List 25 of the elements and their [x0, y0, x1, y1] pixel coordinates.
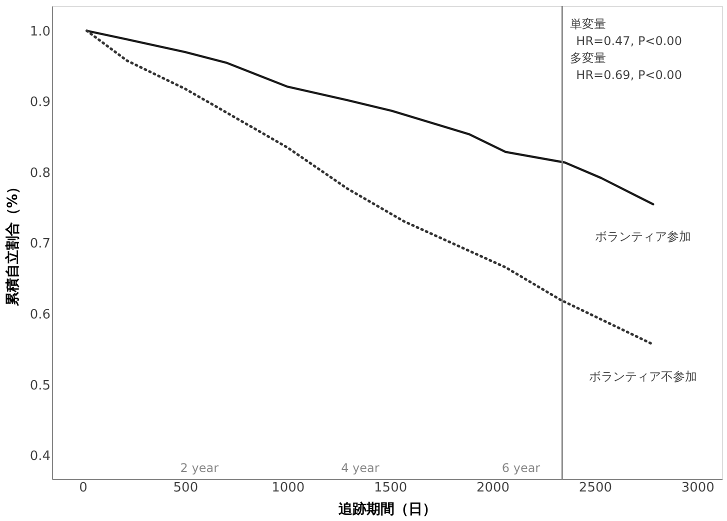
- y-tick-label: 0.9: [30, 95, 50, 110]
- text: ボランティア不参加: [589, 369, 698, 384]
- y-axis-title: 累積自立割合（%）: [4, 180, 21, 308]
- x-tick-label: 2500: [578, 480, 612, 496]
- annotation: HR=0.47, P<0.00: [576, 34, 682, 48]
- x-axis-title: 追跡期間（日）: [338, 500, 436, 518]
- annotation: HR=0.69, P<0.00: [576, 68, 682, 82]
- annotation: 4 year: [341, 461, 380, 475]
- y-tick-label: 0.5: [30, 378, 50, 394]
- y-tick-label: 0.7: [30, 236, 50, 252]
- x-tick-label: 3000: [681, 480, 714, 496]
- x-tick-label: 1500: [374, 480, 408, 496]
- text: ボランティア参加: [595, 229, 692, 244]
- x-tick-label: 2000: [476, 480, 510, 496]
- annotation: 2 year: [180, 461, 219, 475]
- x-tick-label: 0: [79, 480, 88, 496]
- y-tick-label: 0.6: [30, 308, 50, 323]
- annotation: 6 year: [502, 461, 540, 475]
- annotation: 単変量: [570, 17, 606, 31]
- y-tick-label: 1.0: [30, 24, 50, 40]
- annotation: 多変量: [570, 51, 606, 65]
- y-tick-label: 0.4: [30, 449, 50, 464]
- x-tick-label: 500: [173, 480, 198, 496]
- x-tick-label: 1000: [272, 480, 305, 496]
- y-tick-label: 0.8: [30, 166, 50, 181]
